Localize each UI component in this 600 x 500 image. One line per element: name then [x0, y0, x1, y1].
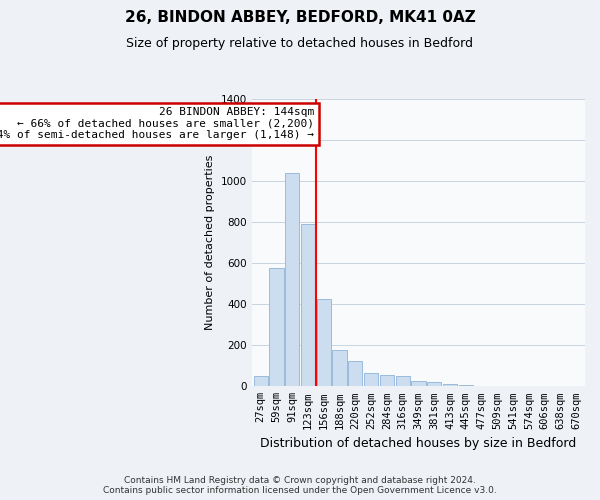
Bar — [380, 375, 394, 386]
Text: 26, BINDON ABBEY, BEDFORD, MK41 0AZ: 26, BINDON ABBEY, BEDFORD, MK41 0AZ — [125, 10, 475, 25]
Bar — [317, 299, 331, 386]
Text: Size of property relative to detached houses in Bedford: Size of property relative to detached ho… — [127, 38, 473, 51]
Bar — [285, 173, 299, 386]
X-axis label: Distribution of detached houses by size in Bedford: Distribution of detached houses by size … — [260, 437, 577, 450]
Bar — [269, 268, 284, 386]
Bar — [427, 382, 442, 386]
Bar — [332, 350, 347, 387]
Bar — [301, 224, 315, 386]
Bar — [348, 360, 362, 386]
Text: Contains HM Land Registry data © Crown copyright and database right 2024.
Contai: Contains HM Land Registry data © Crown c… — [103, 476, 497, 495]
Y-axis label: Number of detached properties: Number of detached properties — [205, 155, 215, 330]
Bar — [395, 376, 410, 386]
Text: 26 BINDON ABBEY: 144sqm
← 66% of detached houses are smaller (2,200)
34% of semi: 26 BINDON ABBEY: 144sqm ← 66% of detache… — [0, 107, 314, 140]
Bar — [412, 381, 425, 386]
Bar — [254, 376, 268, 386]
Bar — [364, 373, 378, 386]
Bar — [443, 384, 457, 386]
